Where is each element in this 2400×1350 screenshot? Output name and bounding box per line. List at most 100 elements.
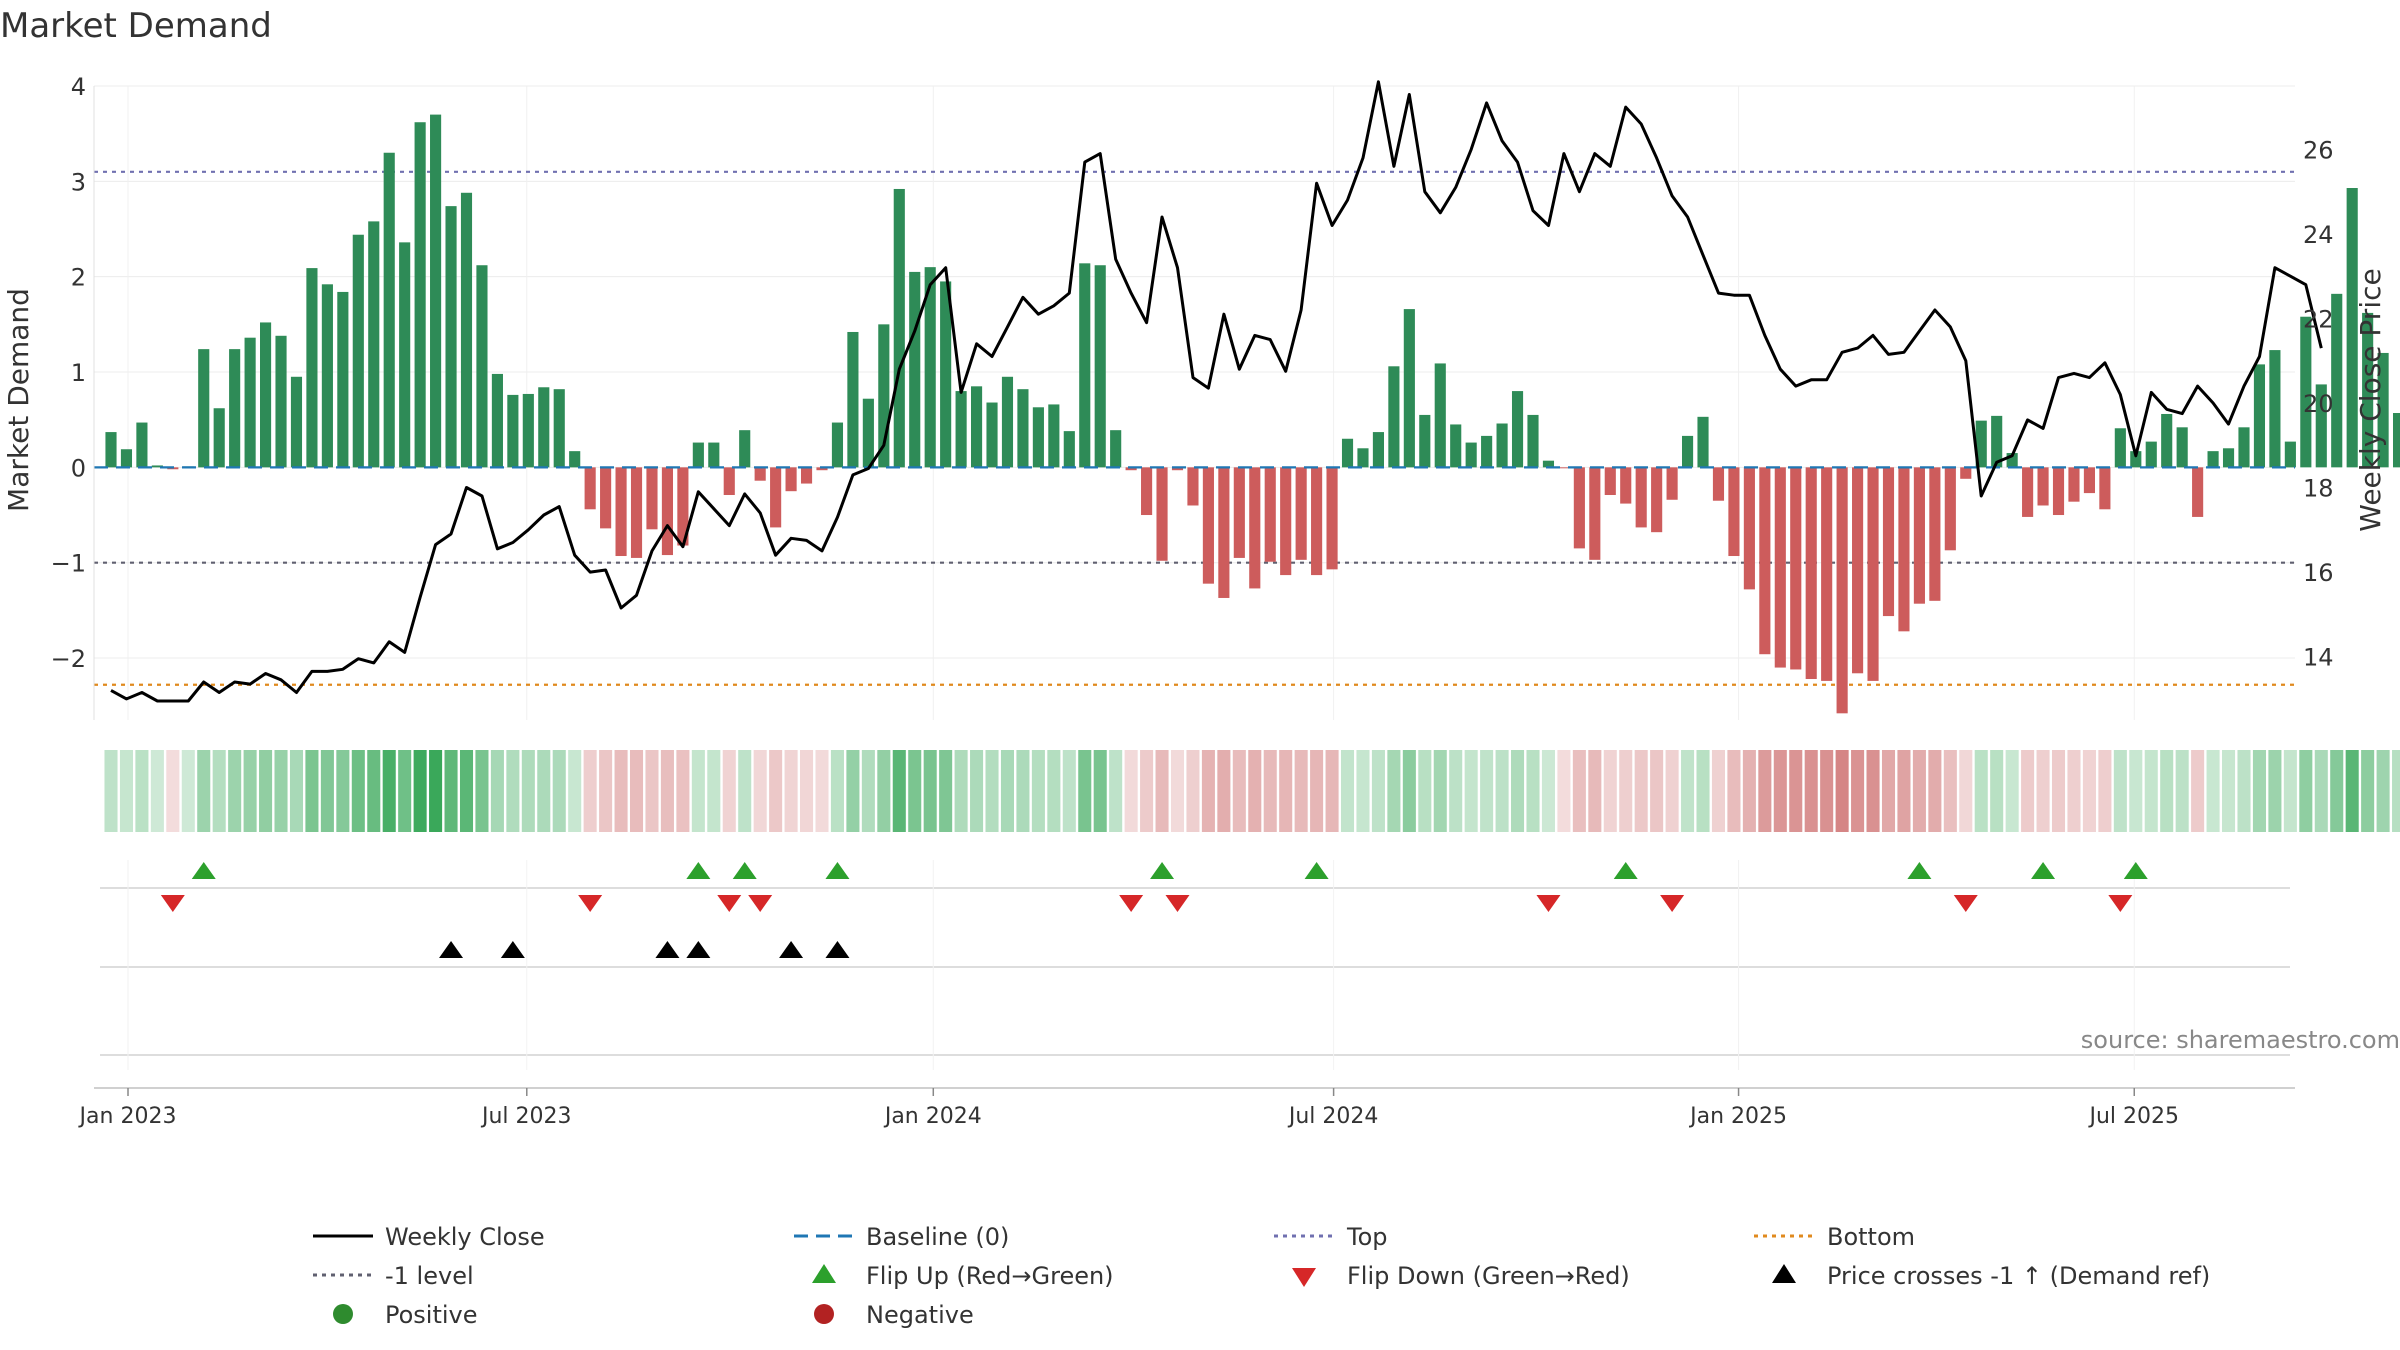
demand-bar-negative xyxy=(1280,467,1292,576)
heat-cell-negative xyxy=(1835,750,1849,832)
heat-cell-positive xyxy=(1526,750,1540,832)
heat-cell-positive xyxy=(1541,750,1555,832)
demand-bar-negative xyxy=(1805,467,1817,680)
demand-bar-positive xyxy=(2161,413,2173,468)
heat-cell-positive xyxy=(2005,750,2019,832)
heat-cell-negative xyxy=(1140,750,1154,832)
heat-cell-negative xyxy=(614,750,628,832)
demand-bar-positive xyxy=(2331,293,2343,468)
x-tick-label: Jan 2025 xyxy=(1688,1104,1787,1129)
heat-cell-negative xyxy=(676,750,690,832)
flip-down-marker xyxy=(1119,895,1144,912)
demand-bar-negative xyxy=(661,467,673,556)
demand-bar-negative xyxy=(2022,467,2034,517)
demand-bar-positive xyxy=(290,376,303,468)
demand-bar-negative xyxy=(2052,467,2065,516)
demand-bar-positive xyxy=(306,268,318,468)
demand-bar-positive xyxy=(1403,309,1415,468)
demand-bar-negative xyxy=(785,467,797,492)
event-marker-rows xyxy=(100,860,2290,1070)
heat-cell-positive xyxy=(506,750,520,832)
demand-bar-positive xyxy=(2114,428,2126,468)
heat-cell-positive xyxy=(861,750,875,832)
heat-cell-positive xyxy=(2299,750,2313,832)
heat-cell-negative xyxy=(1263,750,1277,832)
heat-cell-positive xyxy=(2175,750,2189,832)
heat-cell-negative xyxy=(800,750,814,832)
heat-cell-positive xyxy=(475,750,489,832)
demand-bar-positive xyxy=(244,337,256,468)
demand-bar-positive xyxy=(1542,460,1555,468)
demand-bar-positive xyxy=(151,465,163,468)
heat-cell-positive xyxy=(1464,750,1478,832)
heat-cell-positive xyxy=(367,750,381,832)
flip-up-marker xyxy=(686,862,711,879)
demand-bar-negative xyxy=(677,467,689,546)
demand-bar-negative xyxy=(1141,467,1153,516)
heat-cell-positive xyxy=(846,750,860,832)
heat-cell-positive xyxy=(568,750,582,832)
demand-bar-positive xyxy=(476,265,488,468)
demand-bar-positive xyxy=(1975,420,1987,468)
heat-cell-negative xyxy=(1217,750,1231,832)
heat-cell-positive xyxy=(259,750,273,832)
demand-bar-negative xyxy=(1233,467,1245,558)
demand-bar-positive xyxy=(1450,424,1462,468)
heat-cell-negative xyxy=(1279,750,1293,832)
demand-bar-positive xyxy=(1481,435,1493,468)
demand-bar-positive xyxy=(1079,263,1091,468)
y-right-tick-label: 14 xyxy=(2303,644,2334,672)
demand-bar-negative xyxy=(1573,467,1585,549)
demand-bar-negative xyxy=(1712,467,1725,501)
heat-cell-negative xyxy=(769,750,783,832)
demand-bar-negative xyxy=(2068,467,2080,502)
heat-cell-positive xyxy=(877,750,891,832)
demand-bar-positive xyxy=(847,331,859,468)
heat-cell-positive xyxy=(243,750,257,832)
flip-down-marker xyxy=(1165,895,1190,912)
demand-bar-negative xyxy=(1774,467,1786,668)
demand-bar-positive xyxy=(940,281,952,468)
demand-bar-positive xyxy=(445,206,457,468)
flip-up-marker xyxy=(1150,862,1175,879)
demand-bar-negative xyxy=(630,467,643,558)
heat-cell-negative xyxy=(1588,750,1602,832)
heat-cell-positive xyxy=(1495,750,1509,832)
heat-cell-positive xyxy=(1974,750,1988,832)
heat-cell-positive xyxy=(830,750,844,832)
demand-bar-negative xyxy=(1156,467,1168,561)
flip-down-marker xyxy=(2108,895,2133,912)
heat-cell-positive xyxy=(2237,750,2251,832)
heat-cell-positive xyxy=(1000,750,1015,832)
demand-bar-positive xyxy=(924,267,936,468)
demand-bar-positive xyxy=(553,389,565,468)
heat-cell-positive xyxy=(305,750,319,832)
demand-bar-negative xyxy=(646,467,658,530)
demand-bar-negative xyxy=(1836,467,1848,714)
y-right-tick-label: 22 xyxy=(2303,305,2334,333)
heat-cell-negative xyxy=(583,750,597,832)
demand-bar-negative xyxy=(1821,467,1833,681)
flip-down-marker xyxy=(748,895,773,912)
heat-cell-negative xyxy=(1928,750,1942,832)
flip-up-marker xyxy=(732,862,757,879)
flip-down-marker xyxy=(578,895,603,912)
demand-bar-positive xyxy=(352,234,364,468)
flip-down-marker xyxy=(1536,895,1561,912)
demand-bar-negative xyxy=(1666,467,1678,500)
y-axis-right-label: Weekly Close Price xyxy=(2354,268,2387,531)
heat-cell-positive xyxy=(135,750,149,832)
demand-bar-negative xyxy=(800,467,813,484)
heat-cell-positive xyxy=(1449,750,1463,832)
demand-bar-positive xyxy=(538,387,550,468)
heat-cell-positive xyxy=(954,750,968,832)
flip-up-marker xyxy=(2123,862,2148,879)
demand-bar-positive xyxy=(1434,363,1446,468)
heat-cell-positive xyxy=(2392,750,2400,832)
demand-bar-negative xyxy=(1651,467,1663,533)
heat-cell-negative xyxy=(645,750,659,832)
demand-bar-positive xyxy=(2377,352,2389,468)
heat-cell-positive xyxy=(228,750,242,832)
heat-cell-positive xyxy=(1511,750,1525,832)
demand-bar-positive xyxy=(414,122,426,468)
